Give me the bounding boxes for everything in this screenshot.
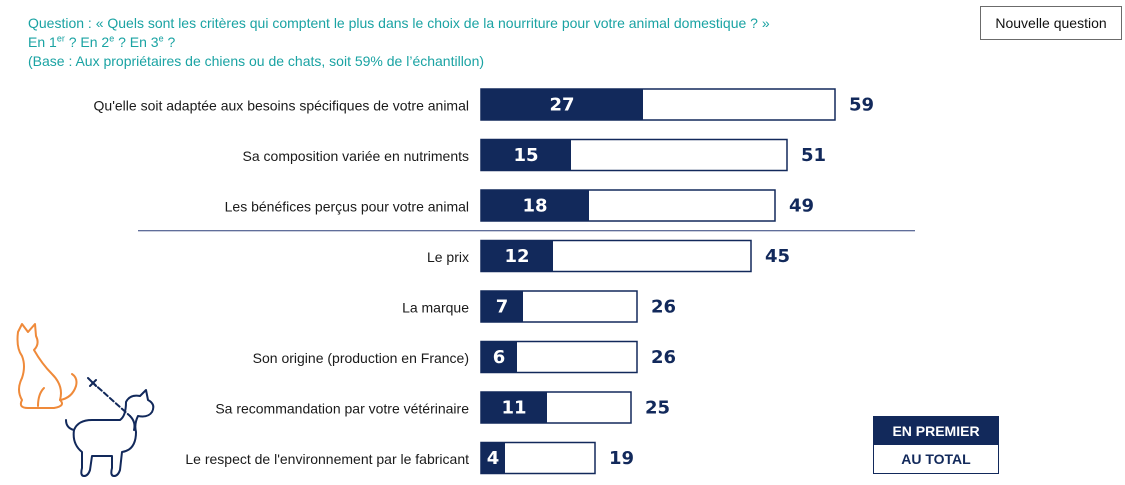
data-label-au-total: 49	[789, 196, 814, 217]
bar-en-premier	[481, 442, 505, 474]
rank-suffix: ?	[163, 34, 176, 50]
data-label-en-premier: 6	[493, 347, 506, 368]
category-label: Sa recommandation par votre vétérinaire	[215, 401, 469, 417]
cat-and-dog-icon	[16, 323, 155, 477]
rank-question-line: En 1er ? En 2e ? En 3e ?	[28, 33, 770, 52]
category-label: La marque	[402, 300, 469, 316]
dog-icon	[65, 389, 155, 477]
legend-total: AU TOTAL	[874, 445, 998, 473]
data-label-au-total: 19	[609, 448, 634, 469]
category-label: Qu'elle soit adaptée aux besoins spécifi…	[94, 98, 469, 114]
data-label-au-total: 45	[765, 246, 790, 267]
rank-3-sup: e	[158, 33, 164, 44]
base-line: (Base : Aux propriétaires de chiens ou d…	[28, 53, 485, 69]
data-label-en-premier: 7	[496, 297, 509, 318]
new-question-button[interactable]: Nouvelle question	[980, 6, 1122, 40]
category-label: Les bénéfices perçus pour votre animal	[225, 199, 469, 215]
data-label-en-premier: 18	[522, 196, 547, 217]
data-label-en-premier: 11	[501, 398, 526, 419]
rank-2-sup: e	[109, 33, 115, 44]
data-label-au-total: 51	[801, 145, 826, 166]
bar-en-premier	[481, 190, 589, 221]
bar-en-premier	[481, 240, 553, 272]
data-label-au-total: 26	[651, 347, 676, 368]
data-label-en-premier: 12	[504, 246, 529, 267]
rank-3-prefix: ? En 3	[114, 34, 159, 50]
chart-legend: EN PREMIER AU TOTAL	[873, 416, 999, 474]
cat-icon	[16, 323, 78, 409]
leash-icon	[87, 377, 131, 417]
bar-en-premier	[481, 392, 547, 423]
category-label: Le prix	[427, 249, 469, 265]
data-label-au-total: 59	[849, 95, 874, 116]
data-label-en-premier: 27	[549, 95, 574, 116]
rank-2-prefix: ? En 2	[64, 34, 110, 50]
data-label-en-premier: 4	[487, 448, 500, 469]
bar-en-premier	[481, 291, 523, 322]
rank-1-prefix: En 1	[28, 34, 57, 50]
category-label: Le respect de l'environnement par le fab…	[185, 451, 469, 467]
data-label-au-total: 26	[651, 297, 676, 318]
category-label: Sa composition variée en nutriments	[243, 148, 469, 164]
question-text-block: Question : « Quels sont les critères qui…	[28, 14, 770, 71]
data-label-en-premier: 15	[513, 145, 538, 166]
bar-en-premier	[481, 89, 643, 120]
data-label-au-total: 25	[645, 398, 670, 419]
legend-first: EN PREMIER	[874, 417, 998, 445]
rank-1-sup: er	[56, 33, 65, 44]
question-line: Question : « Quels sont les critères qui…	[28, 15, 770, 31]
category-label: Son origine (production en France)	[253, 350, 469, 366]
bar-en-premier	[481, 139, 571, 171]
bar-en-premier	[481, 341, 517, 373]
